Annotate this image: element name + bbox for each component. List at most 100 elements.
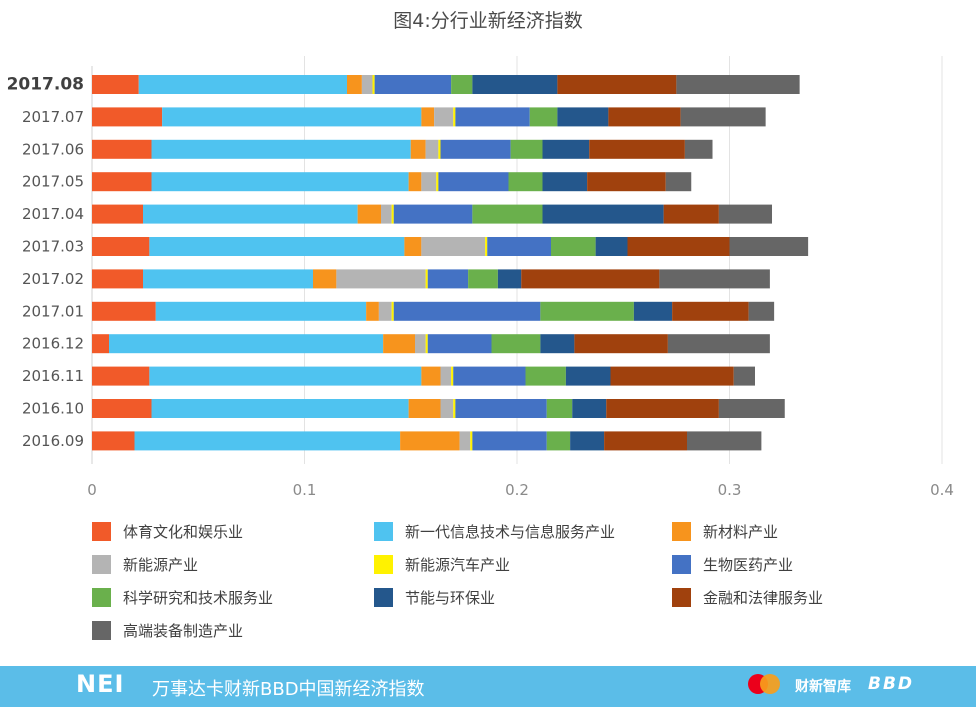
x-tick-labels: 0 0.1 0.2 0.3 0.4 [87,481,954,499]
category-label: 2017.06 [22,140,84,158]
bar-segment [438,139,441,159]
bar-segment [455,399,547,418]
bar-segment [391,301,394,321]
legend-swatch [374,521,393,541]
bar-segment [92,366,150,386]
bar-segment [421,172,437,192]
nei-logo: NEI [76,670,125,698]
bar-segment [421,107,435,127]
category-label: 2017.02 [22,270,84,288]
category-label: 2016.09 [22,432,84,450]
legend-swatch [92,587,111,607]
legend-item: 节能与环保业 [374,587,495,607]
stacked-bar-chart: 2017.08 2017.07 2017.06 2017.05 2017.04 2017.… [7,56,954,499]
bar-segment [336,269,426,289]
bar-segment [149,237,405,256]
category-label: 2016.12 [22,335,84,353]
bar-segment [672,301,749,321]
legend-label: 节能与环保业 [405,588,496,607]
bar-segment [659,269,770,289]
bar-segment [155,301,367,321]
legend-label: 生物医药产业 [703,555,794,574]
category-labels: 2017.08 2017.07 2017.06 2017.05 2017.04 2017.… [7,75,84,450]
bar-segment [718,399,785,418]
bar-segment [421,366,441,386]
legend-item: 金融和法律服务业 [672,587,823,607]
bar-segment [687,431,762,451]
bar-segment [525,366,566,386]
bar-segment [627,237,730,256]
bars [92,75,809,451]
legend-swatch [92,554,111,574]
bar-segment [92,107,163,127]
legend-swatch [672,521,691,541]
legend-item: 新能源产业 [92,554,198,574]
bar-segment [393,301,541,321]
bar-segment [134,431,401,451]
x-tick-label: 0.4 [930,481,954,499]
bar-segment [383,334,416,354]
bar-segment [485,237,488,256]
bar-segment [453,107,456,127]
bar-segment [604,431,687,451]
legend-item: 高端装备制造产业 [92,620,243,640]
legend-label: 新一代信息技术与信息服务产业 [405,522,616,541]
bar-segment [151,139,411,159]
bar-segment [149,366,422,386]
bar-segment [92,75,139,94]
chart-title: 图4:分行业新经济指数 [393,10,583,32]
category-label: 2017.07 [22,108,84,126]
bar-segment [572,399,607,418]
bar-segment [421,237,486,256]
bar-segment [434,107,454,127]
partner-logos: 财新智库 BBD [740,670,960,704]
bar-segment [557,107,609,127]
bar-segment [451,366,454,386]
bar-segment [357,204,382,224]
x-tick-label: 0.1 [293,481,317,499]
bar-segment [595,237,628,256]
bar-segment [92,269,143,289]
category-label: 2016.11 [22,367,84,385]
bar-segment [92,237,150,256]
bar-segment [440,139,511,159]
bar-segment [436,172,439,192]
bar-segment [468,269,498,289]
bar-segment [589,139,685,159]
bar-segment [378,301,392,321]
bar-segment [151,172,409,192]
bar-segment [313,269,337,289]
legend-item: 生物医药产业 [672,554,793,574]
bar-segment [570,431,605,451]
category-label: 2017.01 [22,302,84,320]
bar-segment [92,301,156,321]
footer-banner: NEI 万事达卡财新BBD中国新经济指数 财新智库 BBD [0,666,976,707]
bar-segment [565,366,611,386]
x-tick-label: 0.3 [718,481,742,499]
bar-segment [540,334,575,354]
bar-segment [540,301,634,321]
bar-segment [542,139,590,159]
bar-segment [427,334,492,354]
bar-segment [393,204,473,224]
bar-segment [92,139,152,159]
bar-segment [391,204,394,224]
mastercard-logo-icon-overlap [760,674,780,694]
bar-segment [542,172,588,192]
bar-segment [718,204,773,224]
bar-segment [143,269,313,289]
bar-segment [455,107,530,127]
bar-segment [440,399,454,418]
bar-segment [138,75,347,94]
bar-segment [366,301,379,321]
bar-segment [472,75,558,94]
bar-segment [415,334,426,354]
legend-label: 高端装备制造产业 [123,621,244,640]
category-label: 2016.10 [22,400,84,418]
bar-segment [453,399,456,418]
bar-segment [497,269,522,289]
legend-swatch [92,521,111,541]
bar-segment [451,75,473,94]
bar-segment [663,204,719,224]
bar-segment [510,139,543,159]
